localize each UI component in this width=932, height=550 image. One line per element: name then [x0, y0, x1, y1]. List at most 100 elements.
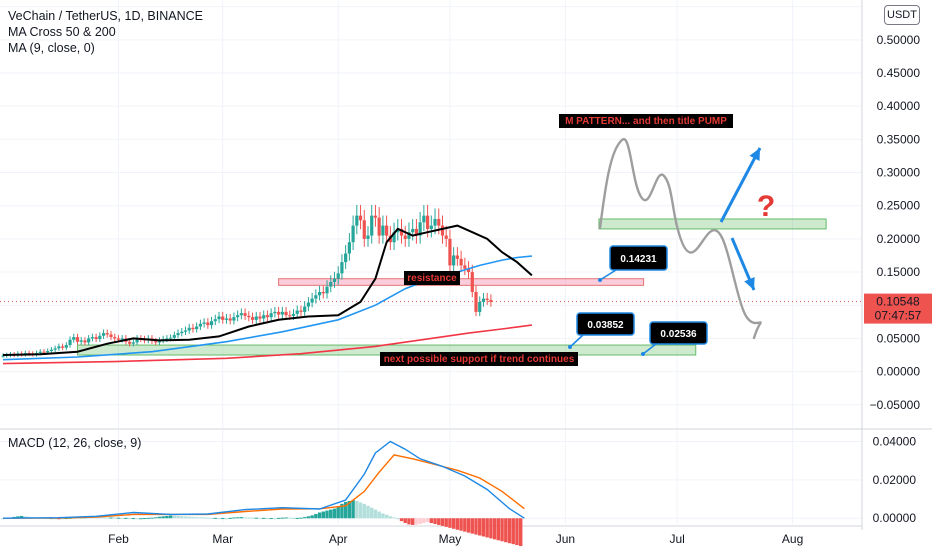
price-tick-label: 0.05000 [877, 331, 921, 345]
time-tick-label: Feb [108, 532, 129, 546]
macd-histogram-bar [403, 518, 407, 524]
time-tick-label: Mar [212, 532, 233, 546]
candle-body [355, 215, 359, 226]
macd-histogram-bar [168, 515, 173, 519]
value-callout-1-dot [598, 278, 602, 282]
candle-body [314, 295, 318, 299]
macd-histogram-bar [258, 517, 262, 519]
candle-body [474, 291, 478, 312]
candle-body [485, 298, 489, 300]
candle-body [191, 327, 195, 330]
candle-body [236, 315, 240, 318]
candle-body [105, 333, 109, 335]
candle-body [433, 218, 437, 226]
macd-histogram-bar [209, 517, 214, 519]
candle-body [381, 225, 385, 236]
macd-histogram-bar [366, 505, 370, 519]
signal-line [2, 454, 525, 519]
macd-histogram-bar [399, 518, 404, 522]
candle-body [437, 218, 441, 226]
currency-button[interactable]: USDT [884, 5, 920, 25]
macd-histogram-bar [288, 517, 292, 519]
macd-histogram-bar [243, 517, 247, 519]
candle-body [176, 333, 180, 336]
price-tick-label: 0.45000 [877, 66, 921, 80]
candle-body [429, 225, 433, 229]
macd-histogram-bar [518, 518, 523, 547]
value-callout-1-pointer [599, 269, 617, 281]
candle-body [79, 340, 83, 342]
candle-body [362, 220, 366, 239]
symbol-legend[interactable]: VeChain / TetherUS, 1D, BINANCE [8, 9, 203, 23]
macd-histogram-bar [224, 518, 229, 520]
value-callout-3: 0.02536 [660, 329, 697, 340]
candle-body [317, 291, 322, 296]
macd-histogram-bar [507, 518, 512, 544]
macd-histogram-bar [317, 512, 322, 519]
candle-body [470, 272, 474, 292]
macd-histogram-bar [194, 517, 199, 519]
macd-histogram-bar [478, 518, 482, 536]
candle-body [262, 315, 266, 319]
candle-body [183, 330, 188, 332]
macd-histogram-bar [161, 516, 165, 519]
macd-legend[interactable]: MACD (12, 26, close, 9) [8, 436, 142, 450]
candle-body [42, 351, 46, 353]
macd-histogram-bar [347, 500, 352, 519]
candle-body [347, 242, 351, 254]
macd-histogram-bar [440, 518, 445, 526]
macd-histogram-bar [429, 518, 434, 524]
time-tick-label: Aug [782, 532, 803, 546]
ma9-line [2, 224, 533, 356]
macd-histogram-bar [142, 518, 147, 520]
macd-tick-label: 0.04000 [873, 435, 917, 449]
candle-body [422, 215, 426, 223]
candle-body [180, 331, 184, 334]
macd-histogram-bar [116, 517, 121, 519]
candle-body [247, 315, 251, 318]
macd-histogram-bar [496, 518, 501, 541]
macd-histogram-bar [299, 517, 303, 519]
macd-histogram-bar [433, 518, 437, 524]
candle-body [209, 321, 214, 326]
candle-body [463, 265, 467, 269]
macd-histogram-bar [373, 509, 378, 519]
candle-body [83, 340, 87, 343]
macd-histogram-bar [262, 517, 266, 519]
ma-cross-legend[interactable]: MA Cross 50 & 200 [8, 25, 116, 39]
candle-body [440, 225, 445, 236]
candle-body [239, 313, 243, 316]
macd-histogram-bar [407, 518, 411, 525]
candle-body [444, 235, 448, 239]
macd-histogram-bar [332, 508, 337, 519]
support-label: next possible support if trend continues [384, 354, 575, 365]
candle-body [303, 306, 307, 312]
candle-body [113, 337, 117, 339]
candle-body [206, 322, 210, 326]
price-tick-label: 0.30000 [877, 166, 921, 180]
candle-body [489, 299, 493, 302]
macd-histogram-bar [202, 517, 206, 519]
macd-histogram-bar [343, 501, 348, 519]
candle-body [481, 298, 486, 302]
macd-histogram-bar [239, 517, 244, 519]
candle-body [452, 255, 456, 266]
candle-body [90, 337, 94, 339]
macd-histogram-bar [329, 509, 333, 519]
macd-histogram-bar [127, 518, 132, 520]
candle-body [373, 215, 378, 218]
macd-histogram-bar [466, 518, 471, 533]
candle-body [344, 253, 348, 263]
macd-histogram-bar [481, 518, 486, 537]
candle-body [109, 334, 113, 338]
value-callout-2: 0.03852 [587, 320, 624, 331]
ma200-line [2, 324, 533, 365]
ma9-legend[interactable]: MA (9, close, 0) [8, 41, 95, 55]
candle-body [377, 217, 381, 236]
macd-histogram-bar [247, 517, 251, 519]
candle-body [94, 337, 98, 340]
macd-histogram-bar [444, 518, 448, 527]
candle-body [53, 348, 57, 350]
price-tick-label: 0.00000 [877, 365, 921, 379]
